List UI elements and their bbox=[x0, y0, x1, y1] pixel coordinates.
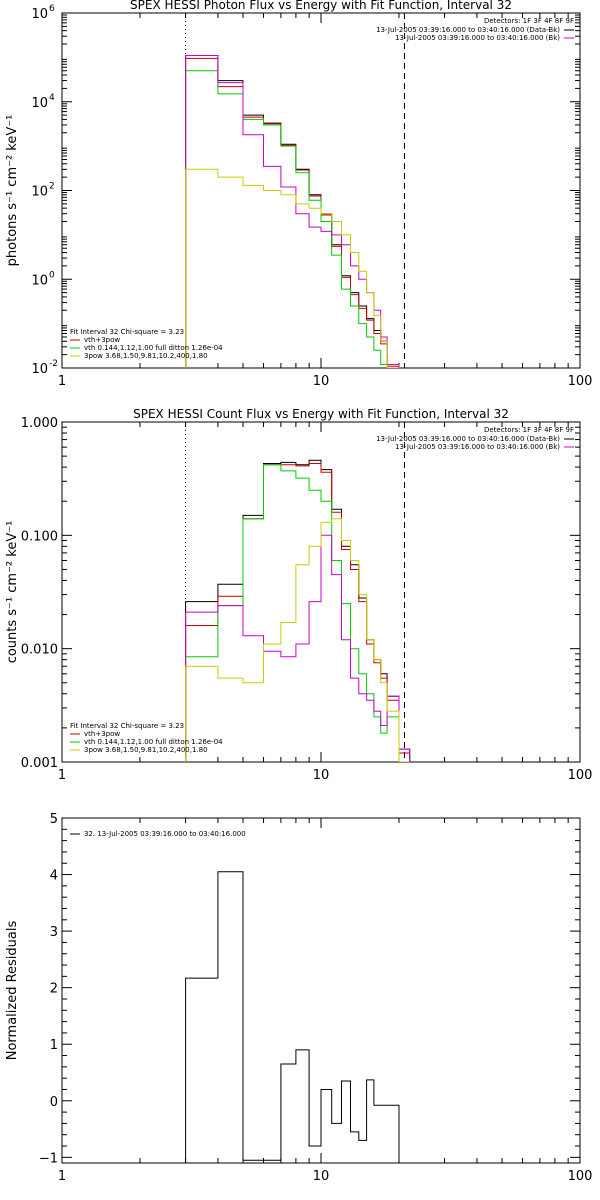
x-tick-label: 1 bbox=[58, 374, 66, 389]
series-line-red bbox=[185, 57, 411, 368]
y-axis-label: counts s⁻¹ cm⁻² keV⁻¹ bbox=[5, 521, 20, 664]
x-tick-label: 10 bbox=[313, 1169, 330, 1184]
legend-entry: 3pow 3.68,1.50,9.81,10.2,400,1.80 bbox=[84, 746, 208, 754]
y-tick-exponent: 2 bbox=[49, 182, 55, 192]
y-tick-label: 0.100 bbox=[21, 529, 58, 544]
y-tick-label: 1 bbox=[50, 1038, 58, 1053]
legend-fit-header: Fit Interval 32 Chi-square = 3.23 bbox=[70, 722, 184, 730]
legend-fit-header: Fit Interval 32 Chi-square = 3.23 bbox=[70, 328, 184, 336]
y-tick-label: 10 bbox=[31, 273, 48, 288]
legend-entry: 3pow 3.68,1.50,9.81,10.2,400,1.80 bbox=[84, 352, 208, 360]
legend-entry: vth 0.144,1.12,1.00 full ditton 1.26e-04 bbox=[84, 738, 223, 746]
y-tick-label: 10 bbox=[31, 362, 48, 377]
legend-entry: 13-Jul-2005 03:39:16.000 to 03:40:16.000… bbox=[395, 443, 560, 451]
y-tick-label: 10 bbox=[31, 96, 48, 111]
chart-title: SPEX HESSI Photon Flux vs Energy with Fi… bbox=[130, 0, 512, 12]
legend-entry: 13-Jul-2005 03:39:16.000 to 03:40:16.000… bbox=[376, 435, 560, 443]
y-tick-label: 10 bbox=[31, 7, 48, 22]
y-tick-label: 10 bbox=[31, 185, 48, 200]
y-tick-label: −1 bbox=[39, 1151, 58, 1166]
chart-panel-3: 1 10 100 −1 0 1 2 3 4 5 Normalized Residuals 32. 13… bbox=[5, 812, 592, 1184]
y-tick-exponent: -2 bbox=[49, 359, 58, 369]
x-tick-label: 1 bbox=[58, 1169, 66, 1184]
series-line-residuals bbox=[185, 871, 400, 1163]
series-group bbox=[185, 459, 411, 762]
series-line-green bbox=[185, 464, 410, 762]
x-tick-label: 100 bbox=[568, 374, 593, 389]
legend-entry: vth+3pow bbox=[84, 730, 120, 738]
series-line-yellow bbox=[185, 518, 410, 762]
x-tick-label: 10 bbox=[313, 374, 330, 389]
legend-entry: 13-Jul-2005 03:39:16.000 to 03:40:16.000… bbox=[395, 34, 560, 42]
y-tick-label: 0.010 bbox=[21, 643, 58, 658]
y-tick-label: 0.001 bbox=[21, 756, 58, 771]
x-tick-label: 1 bbox=[58, 768, 66, 783]
chart-title: SPEX HESSI Count Flux vs Energy with Fit… bbox=[133, 407, 509, 421]
y-tick-exponent: 0 bbox=[49, 270, 55, 280]
series-line-green bbox=[185, 70, 411, 368]
series-line-black bbox=[185, 55, 411, 368]
series-line-magenta bbox=[185, 55, 411, 368]
y-tick-exponent: 6 bbox=[49, 4, 55, 14]
plot-frame bbox=[61, 12, 581, 369]
series-line-yellow bbox=[185, 168, 411, 368]
series-group bbox=[185, 55, 411, 368]
legend-entry: vth+3pow bbox=[84, 336, 120, 344]
y-axis-label: Normalized Residuals bbox=[5, 921, 20, 1061]
x-tick-label: 10 bbox=[313, 768, 330, 783]
legend-entry: vth 0.144,1.12,1.00 full ditton 1.26e-04 bbox=[84, 344, 223, 352]
legend-entry: 32. 13-Jul-2005 03:39:16.000 to 03:40:16… bbox=[84, 830, 246, 838]
y-tick-label: 1.000 bbox=[21, 416, 58, 431]
y-tick-label: 5 bbox=[50, 812, 58, 827]
y-tick-label: 4 bbox=[50, 869, 58, 884]
x-tick-label: 100 bbox=[568, 768, 593, 783]
y-axis-label: photons s⁻¹ cm⁻² keV⁻¹ bbox=[5, 115, 20, 267]
legend-entry: 13-Jul-2005 03:39:16.000 to 03:40:16.000… bbox=[376, 26, 560, 34]
x-tick-label: 100 bbox=[568, 1169, 593, 1184]
y-tick-label: 0 bbox=[50, 1095, 58, 1110]
legend-detectors: Detectors: 1F 3F 4F 8F 9F bbox=[484, 426, 574, 434]
series-line-magenta bbox=[185, 534, 411, 762]
series-line-black bbox=[185, 459, 411, 762]
y-tick-label: 3 bbox=[50, 925, 58, 940]
y-tick-label: 2 bbox=[50, 982, 58, 997]
series-group bbox=[185, 871, 400, 1163]
chart-panel-2: 1 10 100 0.001 0.010 0.100 1.000 SPEX HESSI Cou… bbox=[5, 407, 592, 783]
y-tick-exponent: 4 bbox=[49, 93, 55, 103]
legend-detectors: Detectors: 1F 3F 4F 8F 9F bbox=[484, 17, 574, 25]
